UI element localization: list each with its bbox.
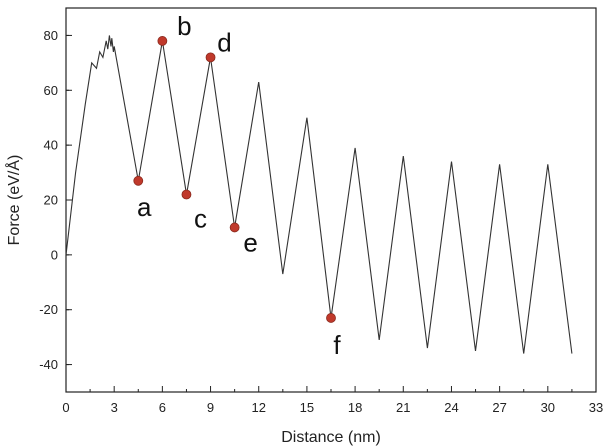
point-marker-f (326, 313, 336, 323)
x-tick-label: 0 (62, 400, 69, 415)
point-label-a: a (137, 192, 152, 222)
x-tick-label: 21 (396, 400, 410, 415)
point-label-e: e (243, 227, 257, 257)
x-tick-label: 15 (300, 400, 314, 415)
point-markers: a b c d e f (133, 11, 341, 360)
point-marker-a (133, 175, 144, 186)
point-label-f: f (333, 330, 341, 360)
y-axis-title: Force (eV/Å) (4, 155, 23, 246)
y-tick-label: -20 (39, 302, 58, 317)
point-label-c: c (194, 204, 207, 234)
x-tick-label: 9 (207, 400, 214, 415)
x-tick-label: 30 (541, 400, 555, 415)
x-tick-label: 12 (251, 400, 265, 415)
x-tick-label: 33 (589, 400, 603, 415)
point-label-b: b (177, 11, 191, 41)
y-tick-label: 60 (44, 83, 58, 98)
point-marker-e (229, 222, 240, 233)
x-axis-ticks: 0 3 6 9 12 15 18 21 24 27 30 33 (62, 386, 603, 415)
x-tick-label: 6 (159, 400, 166, 415)
x-tick-label: 24 (444, 400, 458, 415)
point-marker-b (157, 36, 168, 46)
point-marker-c (181, 189, 192, 200)
y-axis-ticks: -40 -20 0 20 40 60 80 (39, 28, 72, 372)
x-tick-label: 18 (348, 400, 362, 415)
x-tick-label: 27 (492, 400, 506, 415)
point-marker-d (205, 52, 216, 63)
x-tick-label: 3 (111, 400, 118, 415)
x-axis-title: Distance (nm) (281, 429, 381, 446)
y-tick-label: 20 (44, 193, 58, 208)
y-tick-label: 40 (44, 138, 58, 153)
y-tick-label: 80 (44, 28, 58, 43)
y-tick-label: 0 (51, 247, 58, 262)
point-label-d: d (217, 27, 231, 57)
y-tick-label: -40 (39, 357, 58, 372)
